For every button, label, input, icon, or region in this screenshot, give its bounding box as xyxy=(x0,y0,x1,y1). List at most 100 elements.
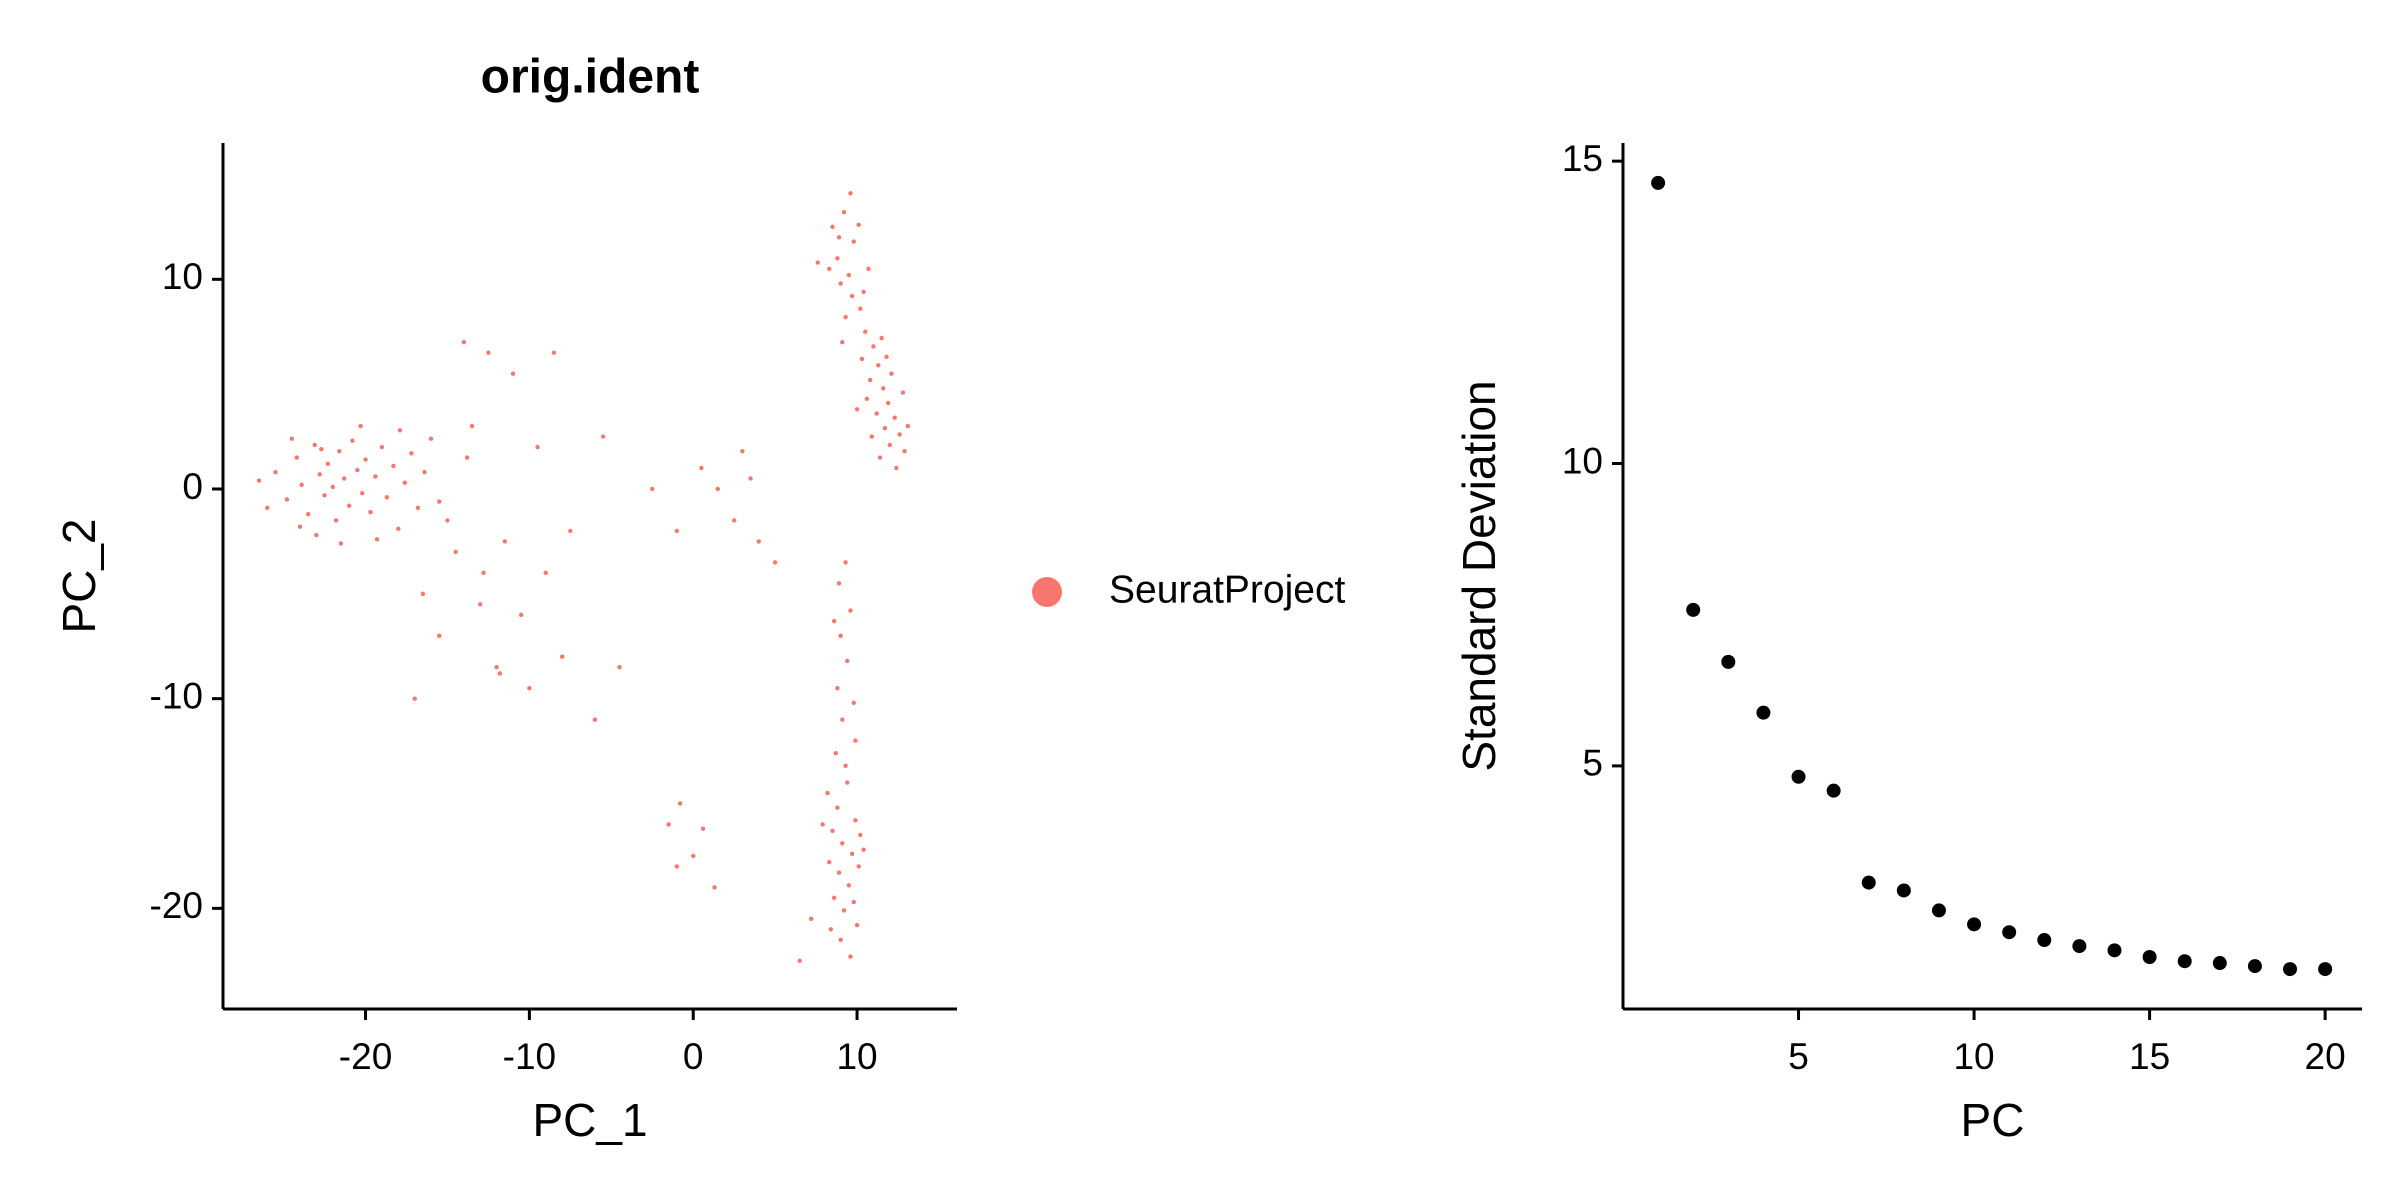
x-axis-label: PC xyxy=(1961,1094,2025,1146)
point xyxy=(846,883,852,888)
point xyxy=(391,463,396,469)
point xyxy=(510,371,516,376)
point xyxy=(2072,939,2087,954)
point xyxy=(848,608,853,613)
y-axis-label: PC_2 xyxy=(53,518,105,633)
point xyxy=(859,356,865,362)
point xyxy=(379,444,385,450)
point xyxy=(317,472,322,477)
point xyxy=(815,260,820,265)
point xyxy=(422,470,427,475)
point xyxy=(877,455,883,460)
point xyxy=(712,885,717,890)
point xyxy=(1861,875,1876,890)
point xyxy=(797,958,802,963)
point xyxy=(2247,959,2262,974)
point xyxy=(2283,962,2298,977)
point xyxy=(1721,654,1736,669)
y-tick-label: 5 xyxy=(1582,743,1603,784)
point xyxy=(884,354,889,360)
point xyxy=(740,449,745,454)
point xyxy=(853,818,858,823)
y-tick-label: 0 xyxy=(182,466,203,507)
point xyxy=(840,841,845,846)
point xyxy=(373,474,378,479)
point xyxy=(836,870,842,875)
point xyxy=(674,864,680,869)
point xyxy=(1686,602,1701,617)
point xyxy=(420,591,426,597)
point xyxy=(827,860,832,865)
point xyxy=(677,801,683,806)
point xyxy=(854,407,860,412)
point xyxy=(535,444,540,450)
point xyxy=(699,465,704,471)
point xyxy=(337,449,342,454)
point xyxy=(338,541,344,546)
point xyxy=(322,493,327,498)
point xyxy=(876,363,881,368)
point xyxy=(831,618,837,624)
point xyxy=(820,822,825,827)
point xyxy=(856,222,861,227)
point xyxy=(881,386,886,391)
point xyxy=(861,289,866,295)
point xyxy=(486,350,491,355)
point xyxy=(2318,962,2333,977)
x-tick-label: 10 xyxy=(836,1036,877,1077)
point xyxy=(843,314,848,320)
point xyxy=(841,209,847,215)
point xyxy=(409,451,414,456)
point xyxy=(384,495,390,500)
point xyxy=(835,685,840,691)
point xyxy=(848,191,853,196)
legend-label: SeuratProject xyxy=(1109,568,1345,611)
point xyxy=(808,916,814,922)
point xyxy=(1756,705,1771,720)
point xyxy=(748,476,753,481)
point xyxy=(889,371,894,376)
point xyxy=(691,853,696,859)
point xyxy=(453,549,458,555)
point xyxy=(841,908,847,913)
point xyxy=(731,518,737,523)
y-tick-label: 10 xyxy=(162,256,203,297)
point xyxy=(854,922,860,928)
chart-title: orig.ident xyxy=(481,51,700,104)
point xyxy=(838,281,843,286)
point xyxy=(428,436,434,441)
point xyxy=(478,602,483,607)
y-tick-label: 15 xyxy=(1562,138,1603,179)
point xyxy=(869,434,875,439)
x-tick-label: 0 xyxy=(683,1036,704,1077)
point xyxy=(314,532,319,538)
point xyxy=(864,396,870,402)
point xyxy=(848,954,853,959)
point xyxy=(885,400,891,406)
point xyxy=(592,717,598,722)
x-axis-label: PC_1 xyxy=(532,1094,647,1146)
point xyxy=(871,344,876,349)
point xyxy=(843,560,848,565)
point xyxy=(902,449,907,454)
x-tick-label: 20 xyxy=(2305,1036,2346,1077)
x-tick-label: -10 xyxy=(503,1036,556,1077)
point xyxy=(518,612,524,617)
point xyxy=(1791,769,1806,784)
y-axis-label: Standard Deviation xyxy=(1453,380,1505,771)
point xyxy=(464,455,470,460)
point xyxy=(845,658,850,664)
x-tick-label: 5 xyxy=(1788,1036,1809,1077)
point xyxy=(617,665,622,670)
point xyxy=(879,335,884,341)
point xyxy=(368,509,373,515)
point xyxy=(551,350,557,355)
point xyxy=(831,895,837,901)
point xyxy=(543,570,548,576)
point xyxy=(836,581,842,586)
point xyxy=(494,665,499,670)
point xyxy=(830,224,835,230)
point xyxy=(892,415,897,420)
point xyxy=(568,528,573,534)
